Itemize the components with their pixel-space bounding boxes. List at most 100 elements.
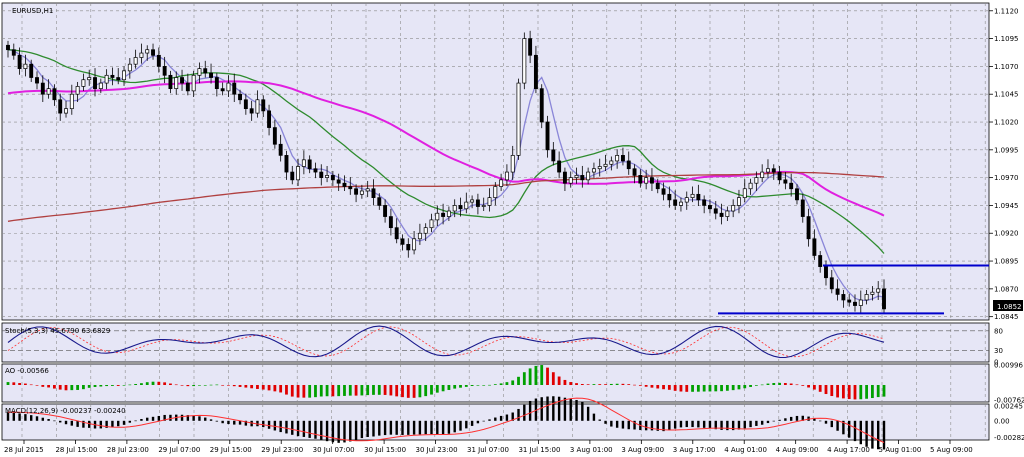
ao-bar xyxy=(795,384,799,386)
candle xyxy=(162,56,167,84)
ao-bar xyxy=(702,385,706,392)
macd-bar xyxy=(244,420,248,426)
price-pane[interactable]: EURUSD,H1 1.1120 1.1095 1.1070 1.1045 1.1020… xyxy=(1,2,1023,321)
macd-bar xyxy=(250,420,253,427)
candle xyxy=(522,32,527,90)
macd-bar xyxy=(610,420,613,427)
macd-bar xyxy=(720,420,723,430)
candle xyxy=(580,165,585,188)
macd-bar xyxy=(169,414,172,421)
ao-bar xyxy=(592,384,596,385)
macd-bar xyxy=(859,420,862,445)
macd-bar xyxy=(673,420,677,429)
ao-bar xyxy=(511,380,515,385)
ao-bar xyxy=(714,385,718,392)
ao-bar xyxy=(447,385,451,390)
candle xyxy=(64,100,68,118)
macd-bar xyxy=(789,416,793,421)
macd-bar xyxy=(146,417,149,421)
ao-bar xyxy=(134,383,138,385)
awesome-oscillator-pane[interactable]: AO -0.00566 0.00996 -0.00762 xyxy=(1,362,1024,405)
ao-bar xyxy=(696,385,700,392)
candle xyxy=(493,182,498,206)
price-tick-label: 1.1120 xyxy=(994,7,1019,15)
candle xyxy=(69,84,74,115)
support-resistance-lines[interactable] xyxy=(718,264,989,315)
macd-bar xyxy=(134,420,137,422)
candle xyxy=(23,54,28,77)
candle xyxy=(354,184,359,203)
macd-bar xyxy=(470,420,474,426)
ao-bar xyxy=(198,385,201,386)
ao-bar xyxy=(203,385,207,386)
macd-bar xyxy=(41,417,45,421)
macd-bar xyxy=(186,415,190,421)
macd-signal-path xyxy=(7,397,885,443)
candle xyxy=(754,171,759,191)
macd-bar xyxy=(383,420,387,436)
macd-bar xyxy=(523,404,526,421)
ao-bar xyxy=(238,385,242,387)
candle xyxy=(330,170,335,186)
macd-pane[interactable]: MACD(12,26,9) -0.00237 -0.00240 0.002450… xyxy=(1,396,1024,450)
macd-bar xyxy=(192,415,195,421)
ao-bar xyxy=(679,385,683,392)
candle xyxy=(342,175,347,191)
macd-bar xyxy=(714,420,717,430)
ao-bar xyxy=(569,382,573,385)
macd-bar xyxy=(505,414,509,421)
candle xyxy=(325,165,330,183)
price-pane-background xyxy=(1,2,990,321)
ao-bar xyxy=(406,385,410,398)
time-tick-label: 28 Jul 2015 xyxy=(4,446,44,454)
ao-bar xyxy=(754,385,758,386)
ao-bar xyxy=(424,385,428,397)
candle xyxy=(533,45,538,94)
candle xyxy=(93,68,97,97)
ao-bar xyxy=(609,383,613,385)
candle xyxy=(864,289,869,305)
candle xyxy=(75,81,80,102)
macd-bar xyxy=(111,420,114,427)
stochastic-pane[interactable]: Stoch(5,3,3) 45.6790 63.6829 80 30 0 xyxy=(1,322,1003,367)
ao-bar xyxy=(783,383,787,385)
macd-bar xyxy=(842,420,845,435)
candle xyxy=(748,178,753,195)
macd-bar xyxy=(755,420,758,426)
macd-bar xyxy=(511,412,514,421)
ao-bar xyxy=(470,385,474,386)
last-price-marker: 1.0852 xyxy=(993,300,1023,311)
ao-bar xyxy=(801,385,805,386)
macd-bar xyxy=(615,420,619,428)
ao-bar xyxy=(372,385,375,395)
candle xyxy=(319,164,324,186)
macd-bar xyxy=(157,415,161,421)
macd-bar xyxy=(59,420,62,423)
candle xyxy=(191,70,196,97)
candle xyxy=(365,180,370,198)
macd-bar xyxy=(407,420,410,435)
macd-bar xyxy=(128,420,132,423)
ao-bar xyxy=(383,385,387,395)
macd-bar xyxy=(581,401,584,421)
candle xyxy=(783,172,788,190)
time-tick-label: 31 Jul 15:00 xyxy=(518,446,560,454)
macd-bar xyxy=(830,420,833,428)
candle xyxy=(632,164,637,184)
ao-bar xyxy=(53,385,56,389)
ao-bar xyxy=(546,367,549,385)
stochastic-lines xyxy=(7,325,885,359)
macd-bar xyxy=(465,420,468,429)
stochastic-axis: 80 30 0 xyxy=(994,327,1003,366)
candle xyxy=(145,45,150,61)
candle xyxy=(40,75,45,102)
macd-bar xyxy=(708,420,712,429)
ao-bar xyxy=(812,385,816,390)
candle xyxy=(661,182,666,201)
macd-bar xyxy=(204,417,207,421)
macd-bar xyxy=(320,420,323,440)
ao-bar xyxy=(331,385,335,397)
macd-bar xyxy=(76,420,79,427)
ao-bar xyxy=(580,384,584,385)
